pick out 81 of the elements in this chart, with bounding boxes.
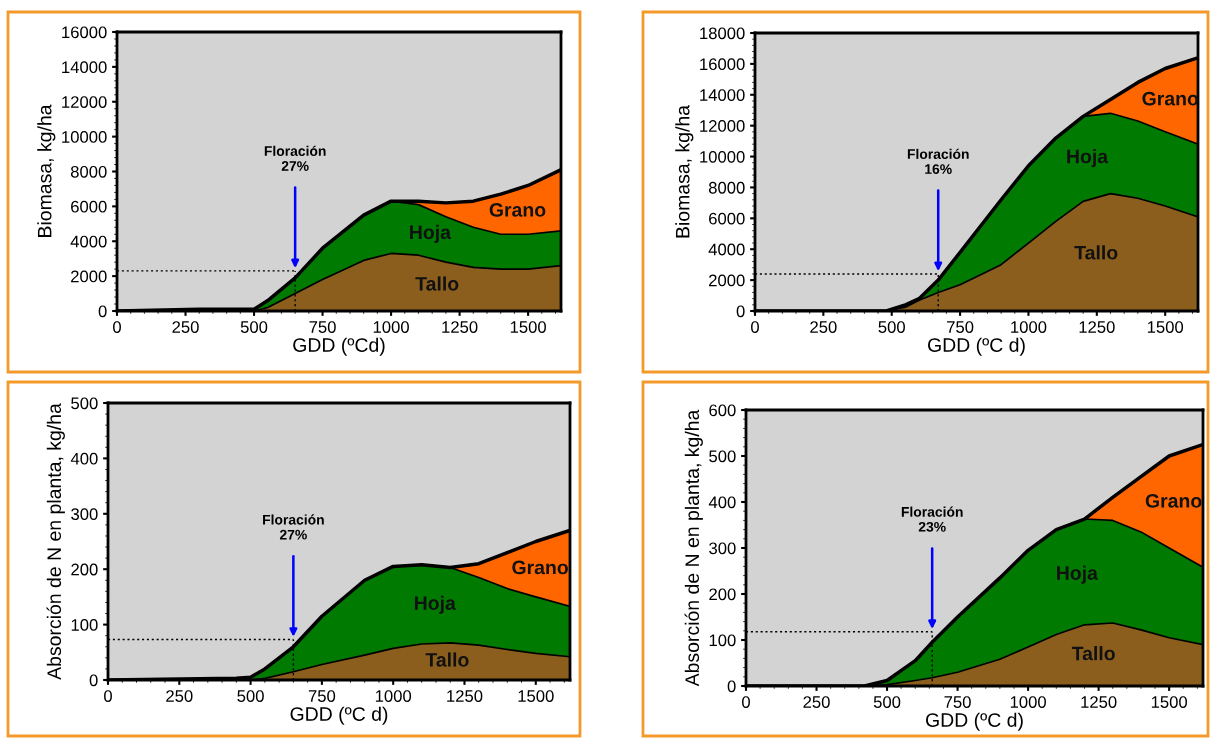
series-label: Hoja <box>1057 565 1099 584</box>
x-tick-label: 1000 <box>375 690 412 702</box>
y-tick-label: 2000 <box>71 270 107 283</box>
x-tick-label: 1250 <box>1079 321 1115 333</box>
y-tick-label: 10000 <box>62 131 107 143</box>
y-tick-label: 8000 <box>708 181 745 194</box>
series-label: Hoja <box>1067 149 1109 168</box>
x-tick-label: 0 <box>113 321 121 333</box>
annotation: Floración 23% <box>901 506 963 532</box>
x-axis-title: GDD (ºC d) <box>290 706 388 725</box>
x-tick-label: 1500 <box>510 321 546 333</box>
y-tick-label: 12000 <box>62 96 107 108</box>
annotation: Floración 27% <box>263 514 324 540</box>
x-tick-label: 500 <box>878 321 905 333</box>
y-tick-label: 18000 <box>700 27 745 40</box>
x-tick-label: 500 <box>873 696 901 708</box>
annotation: Floración 27% <box>264 145 326 171</box>
series-label: Hoja <box>414 595 456 614</box>
x-tick-label: 250 <box>172 321 199 333</box>
x-axis-title: GDD (ºC d) <box>926 712 1023 731</box>
series-label: Grano <box>512 560 568 575</box>
y-tick-label: 16000 <box>62 26 107 39</box>
y-tick-label: 0 <box>727 680 736 693</box>
x-tick-label: 0 <box>751 321 759 333</box>
x-tick-label: 1000 <box>1010 696 1046 708</box>
y-tick-label: 4000 <box>708 243 745 256</box>
annotation: Floración 16% <box>907 148 969 174</box>
y-tick-label: 2000 <box>709 274 745 287</box>
y-tick-label: 300 <box>71 508 98 520</box>
x-tick-label: 750 <box>308 690 336 702</box>
x-axis-title: GDD (ºCd) <box>293 337 385 356</box>
x-tick-label: 500 <box>237 690 264 702</box>
x-tick-label: 1500 <box>1147 321 1184 333</box>
y-tick-label: 12000 <box>700 120 745 132</box>
x-tick-label: 500 <box>240 321 268 333</box>
y-tick-label: 200 <box>709 588 736 601</box>
y-tick-label: 300 <box>709 542 736 555</box>
x-tick-label: 750 <box>947 321 974 333</box>
y-tick-label: 200 <box>71 563 98 576</box>
y-axis-title: Biomasa, kg/ha <box>675 104 694 238</box>
x-tick-label: 750 <box>309 321 336 333</box>
y-tick-label: 14000 <box>62 61 107 74</box>
y-tick-label: 8000 <box>70 165 107 178</box>
x-axis-title: GDD (ºC d) <box>928 337 1025 356</box>
y-tick-label: 4000 <box>70 235 107 248</box>
y-tick-label: 500 <box>71 397 98 410</box>
y-tick-label: 100 <box>71 619 98 631</box>
y-tick-label: 10000 <box>700 150 745 163</box>
series-label: Tallo <box>425 652 469 667</box>
y-axis-title: Absorción de N en planta, kg/ha <box>46 403 65 680</box>
series-label: Tallo <box>1074 245 1118 260</box>
x-tick-label: 1000 <box>373 321 409 333</box>
y-tick-label: 14000 <box>700 89 745 101</box>
x-tick-label: 750 <box>944 696 971 708</box>
y-axis-title: Absorción de N en planta, kg/ha <box>684 409 703 687</box>
x-tick-label: 1250 <box>442 321 478 333</box>
series-label: Tallo <box>415 276 459 291</box>
y-tick-label: 500 <box>709 450 736 463</box>
x-tick-label: 1250 <box>447 690 483 702</box>
x-tick-label: 1000 <box>1011 321 1047 333</box>
y-tick-label: 100 <box>709 634 736 647</box>
y-tick-label: 0 <box>736 305 745 318</box>
x-tick-label: 250 <box>166 690 193 702</box>
x-tick-label: 250 <box>803 696 830 708</box>
y-axis-title: Biomasa, kg/ha <box>37 104 56 237</box>
x-tick-label: 1500 <box>1151 696 1188 708</box>
y-tick-label: 400 <box>70 452 98 465</box>
y-tick-label: 6000 <box>71 200 107 213</box>
series-label: Grano <box>1145 493 1202 508</box>
y-tick-label: 16000 <box>700 58 745 71</box>
y-tick-label: 600 <box>709 404 736 417</box>
x-tick-label: 1500 <box>518 690 554 702</box>
series-label: Tallo <box>1071 646 1115 661</box>
x-tick-label: 1250 <box>1081 696 1117 708</box>
y-tick-label: 400 <box>708 496 736 509</box>
x-tick-label: 250 <box>810 321 837 333</box>
series-label: Hoja <box>410 224 452 243</box>
series-label: Grano <box>489 203 546 217</box>
y-tick-label: 6000 <box>709 212 745 225</box>
y-tick-label: 0 <box>89 674 98 687</box>
y-tick-label: 0 <box>98 305 107 318</box>
